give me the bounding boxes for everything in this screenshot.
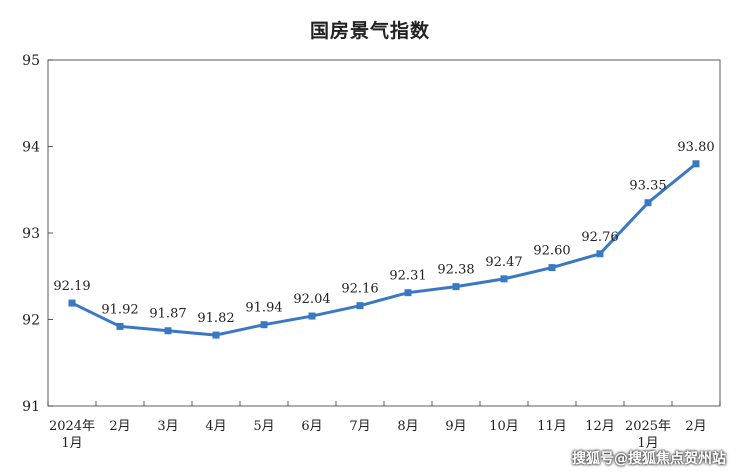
data-label: 92.19 (53, 279, 90, 294)
data-label: 91.82 (197, 311, 234, 326)
x-tick-label: 7月 (349, 419, 370, 434)
chart-title: 国房景气指数 (309, 20, 430, 42)
data-label: 92.47 (485, 255, 522, 270)
data-label: 91.94 (245, 301, 282, 316)
data-label: 92.76 (581, 230, 618, 245)
data-point (164, 327, 172, 335)
data-points (68, 160, 700, 339)
x-tick-label: 11月 (537, 419, 567, 434)
data-point (500, 275, 508, 283)
x-tick-label: 2月 (685, 419, 706, 434)
data-label: 92.04 (293, 292, 330, 307)
x-tick-label: 1月 (61, 436, 82, 451)
data-point (452, 283, 460, 291)
data-label: 92.60 (533, 244, 570, 259)
y-tick-label: 93 (22, 226, 40, 242)
watermark: 搜狐号@搜狐焦点贺州站 (572, 451, 726, 467)
data-point (356, 302, 364, 310)
data-point (644, 199, 652, 207)
data-point (692, 160, 700, 168)
x-axis: 2024年 1月 2月 3月 4月 5月 6月 7月 8月 9月 10月 11月 12月 2025年 1月 2… (47, 401, 721, 451)
x-tick-label: 4月 (205, 419, 226, 434)
data-label: 93.35 (629, 179, 666, 194)
x-tick-label: 12月 (585, 419, 615, 434)
data-point (596, 250, 604, 258)
x-tick-label: 1月 (637, 436, 658, 451)
data-point (116, 322, 124, 330)
data-label: 91.87 (149, 307, 186, 322)
y-tick-label: 94 (22, 140, 40, 156)
x-tick-label: 6月 (301, 419, 322, 434)
data-point (308, 312, 316, 320)
data-label: 92.16 (341, 282, 378, 297)
data-labels: 92.19 91.92 91.87 91.82 91.94 92.04 92.16 92.31… (53, 140, 714, 326)
data-point (404, 289, 412, 297)
x-tick-label: 10月 (489, 419, 519, 434)
data-label: 91.92 (101, 302, 138, 317)
x-tick-label: 2月 (109, 419, 130, 434)
data-point (548, 264, 556, 272)
series-line (71, 162, 697, 337)
x-tick-label: 8月 (397, 419, 418, 434)
data-point (212, 331, 220, 339)
x-tick-label: 2025年 (625, 419, 671, 434)
x-tick-label: 3月 (157, 419, 178, 434)
data-label: 92.38 (437, 263, 474, 278)
data-point (68, 299, 76, 307)
data-label: 93.80 (677, 140, 714, 155)
data-label: 92.31 (389, 269, 426, 284)
x-tick-label: 5月 (253, 419, 274, 434)
y-axis: 91 92 93 94 95 (22, 53, 53, 415)
y-tick-label: 91 (22, 399, 40, 415)
y-tick-label: 92 (22, 313, 40, 329)
x-tick-label: 9月 (445, 419, 466, 434)
y-tick-label: 95 (22, 53, 40, 69)
data-point (260, 321, 268, 329)
x-tick-label: 2024年 (49, 419, 95, 434)
